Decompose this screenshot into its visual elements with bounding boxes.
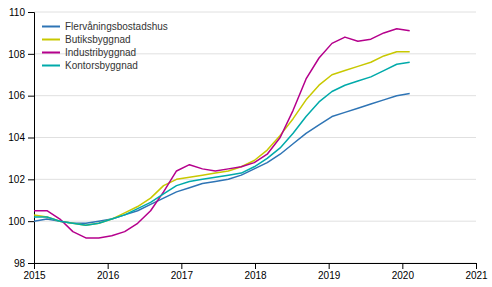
- tick: 104: [8, 132, 34, 143]
- legend-label: Industribyggnad: [65, 47, 136, 58]
- legend-swatch: [42, 39, 60, 41]
- tick-label: 108: [8, 49, 25, 60]
- tick-label: 102: [8, 174, 25, 185]
- legend-item: Flervåningsbostadshus: [42, 21, 168, 32]
- legend-item: Kontorsbyggnad: [42, 60, 138, 71]
- series-line: [34, 29, 410, 238]
- tick-mark: [28, 263, 34, 264]
- legend-swatch: [42, 26, 60, 28]
- lines: [34, 29, 410, 238]
- tick-label: 100: [8, 216, 25, 227]
- tick: 102: [8, 174, 34, 185]
- series-line: [34, 52, 410, 226]
- legend-item: Butiksbyggnad: [42, 34, 131, 45]
- tick: 2017: [171, 263, 194, 281]
- tick-label: 2019: [318, 270, 341, 281]
- grid: [34, 12, 476, 263]
- tick: 110: [9, 7, 34, 18]
- legend-swatch: [42, 65, 60, 67]
- tick: 2019: [318, 263, 341, 281]
- grid-line: [34, 137, 476, 138]
- series-line: [34, 94, 410, 224]
- tick: 2021: [465, 263, 488, 281]
- tick-label: 2016: [97, 270, 120, 281]
- legend-label: Kontorsbyggnad: [65, 60, 138, 71]
- grid-line: [34, 12, 476, 13]
- tick-mark: [28, 221, 34, 222]
- tick: 2015: [23, 263, 46, 281]
- tick-mark: [28, 54, 34, 55]
- tick: 106: [8, 90, 34, 101]
- legend-item: Industribyggnad: [42, 47, 136, 58]
- tick-label: 2021: [465, 270, 488, 281]
- x-axis: 2015 2016 2017 2018 2019 2020 2021: [23, 263, 488, 281]
- plot: 2015 2016 2017 2018 2019 2020 2021 98 100 102 104 1…: [8, 7, 488, 281]
- legend-label: Butiksbyggnad: [65, 34, 131, 45]
- tick-label: 98: [14, 258, 26, 269]
- tick-label: 106: [8, 90, 25, 101]
- tick-mark: [28, 138, 34, 139]
- tick-mark: [108, 263, 109, 269]
- tick-label: 110: [9, 7, 25, 18]
- tick: 2018: [244, 263, 267, 281]
- tick-mark: [28, 96, 34, 97]
- tick: 100: [8, 216, 34, 227]
- legend-label: Flervåningsbostadshus: [65, 21, 168, 32]
- tick: 108: [8, 49, 34, 60]
- tick: 98: [14, 258, 34, 269]
- axis-line: [28, 13, 35, 264]
- tick-mark: [28, 179, 34, 180]
- tick-mark: [402, 263, 403, 269]
- legend: Flervåningsbostadshus Butiksbyggnad Indust…: [42, 21, 168, 71]
- tick-mark: [329, 263, 330, 269]
- tick: 2020: [392, 263, 415, 281]
- chart: 2015 2016 2017 2018 2019 2020 2021 98 100 102 104 1…: [0, 0, 492, 287]
- tick-mark: [476, 263, 477, 269]
- tick-mark: [28, 12, 34, 13]
- tick-label: 2017: [171, 270, 194, 281]
- grid-line: [34, 95, 476, 96]
- series-line: [34, 62, 410, 225]
- tick-mark: [255, 263, 256, 269]
- tick: 2016: [97, 263, 120, 281]
- tick-label: 2018: [244, 270, 267, 281]
- tick-mark: [181, 263, 182, 269]
- tick-label: 2020: [392, 270, 415, 281]
- tick-label: 2015: [23, 270, 46, 281]
- y-axis: 98 100 102 104 106 108 110: [8, 7, 34, 269]
- legend-swatch: [42, 52, 60, 54]
- grid-line: [34, 179, 476, 180]
- axis-line: [35, 264, 477, 270]
- tick-label: 104: [8, 132, 25, 143]
